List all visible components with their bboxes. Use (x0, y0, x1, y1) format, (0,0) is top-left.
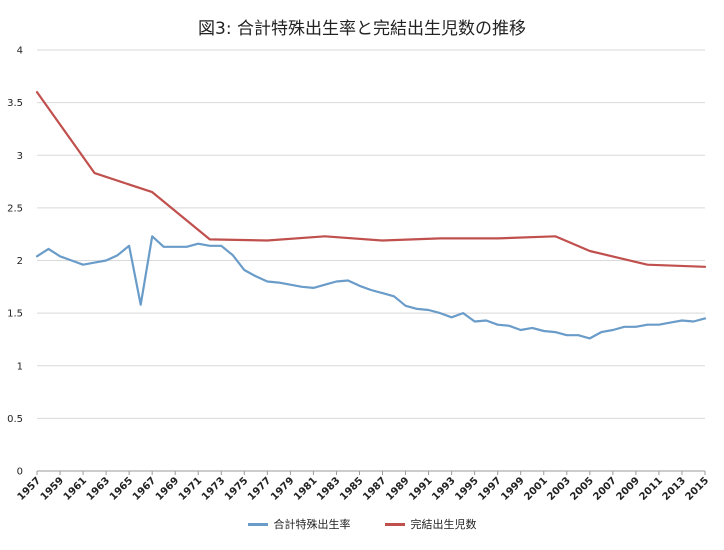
x-tick-label: 1989 (384, 475, 411, 502)
x-tick-label: 1983 (315, 475, 342, 502)
y-tick-label: 2.5 (7, 203, 23, 214)
grid-lines (37, 49, 705, 472)
x-tick-label: 2005 (568, 475, 595, 502)
legend-item-fertility-rate[interactable]: 合計特殊出生率 (247, 516, 351, 532)
y-tick-label: 4 (17, 46, 23, 57)
series-line-0[interactable] (35, 235, 707, 340)
x-tick-label: 2011 (638, 475, 665, 502)
y-axis-ticks: 0 0.5 1 1.5 2 2.5 3 3.5 4 (7, 46, 23, 478)
y-tick-label: 3 (17, 151, 23, 162)
x-tick-label: 1957 (16, 475, 43, 502)
x-tick-label: 1991 (407, 475, 434, 502)
x-tick-label: 1971 (177, 475, 204, 502)
x-tick-label: 1985 (338, 475, 365, 502)
x-tick-label: 1975 (223, 475, 250, 502)
x-tick-label: 2007 (592, 475, 619, 502)
series-lines (35, 90, 707, 340)
x-tick-label: 2003 (545, 475, 572, 502)
x-tick-label: 1967 (131, 475, 158, 502)
chart-title: 図3: 合計特殊出生率と完結出生児数の推移 (198, 19, 526, 39)
legend-swatch-completed-fertility (384, 522, 405, 526)
y-tick-label: 1 (17, 361, 23, 372)
y-tick-label: 0 (17, 467, 23, 478)
x-tick-label: 1973 (200, 475, 227, 502)
x-tick-label: 1969 (154, 475, 181, 502)
legend-label-fertility-rate: 合計特殊出生率 (273, 518, 351, 531)
series-line-1[interactable] (35, 90, 707, 268)
legend: 合計特殊出生率 完結出生児数 (0, 516, 724, 532)
x-tick-label: 2013 (661, 475, 688, 502)
y-tick-label: 1.5 (7, 309, 23, 320)
x-tick-label: 1961 (62, 475, 89, 502)
x-tick-label: 1963 (85, 475, 112, 502)
x-tick-label: 2009 (615, 475, 642, 502)
x-tick-label: 1965 (108, 475, 135, 502)
x-tick-label: 1981 (292, 475, 319, 502)
legend-label-completed-fertility: 完結出生児数 (410, 518, 477, 531)
y-tick-label: 0.5 (7, 414, 23, 425)
x-tick-label: 2015 (684, 475, 711, 502)
x-tick-label: 2001 (522, 475, 549, 502)
x-tick-label: 1993 (430, 475, 457, 502)
y-tick-label: 3.5 (7, 98, 23, 109)
x-tick-label: 1999 (499, 475, 526, 502)
y-tick-label: 2 (17, 256, 23, 267)
legend-item-completed-fertility[interactable]: 完結出生児数 (384, 516, 477, 532)
x-tick-label: 1979 (269, 475, 296, 502)
x-tick-label: 1959 (39, 475, 66, 502)
x-tick-label: 1977 (246, 475, 273, 502)
x-tick-label: 1987 (361, 475, 388, 502)
x-axis-ticks: 1957195919611963196519671969197119731975… (16, 471, 711, 503)
x-tick-label: 1997 (476, 475, 503, 502)
x-tick-label: 1995 (453, 475, 480, 502)
legend-swatch-fertility-rate (247, 522, 268, 526)
